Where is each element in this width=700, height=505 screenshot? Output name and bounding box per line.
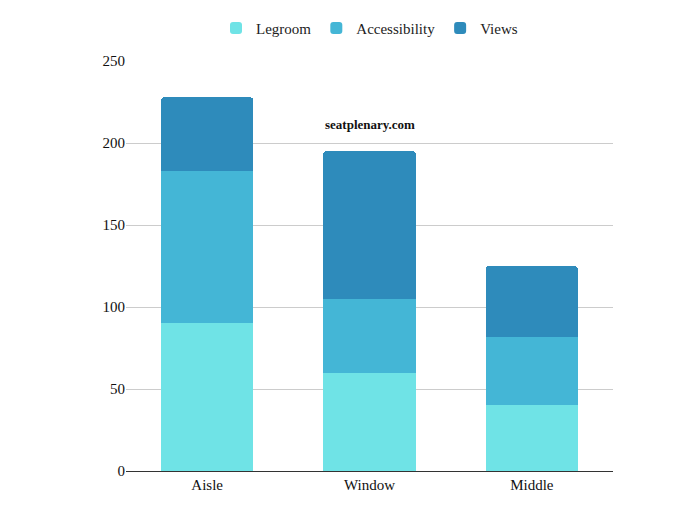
svg-text:100: 100 (103, 299, 126, 315)
svg-text:Legroom: Legroom (256, 21, 311, 37)
svg-text:Views: Views (480, 21, 518, 37)
svg-text:50: 50 (110, 381, 125, 397)
svg-text:250: 250 (103, 53, 126, 69)
svg-text:Window: Window (344, 477, 395, 493)
svg-text:seatplenary.com: seatplenary.com (325, 117, 415, 132)
svg-text:Accessibility: Accessibility (356, 21, 435, 37)
svg-text:150: 150 (103, 217, 126, 233)
svg-text:Aisle: Aisle (191, 477, 223, 493)
svg-text:0: 0 (118, 463, 126, 479)
svg-text:Middle: Middle (510, 477, 554, 493)
svg-text:200: 200 (103, 135, 126, 151)
